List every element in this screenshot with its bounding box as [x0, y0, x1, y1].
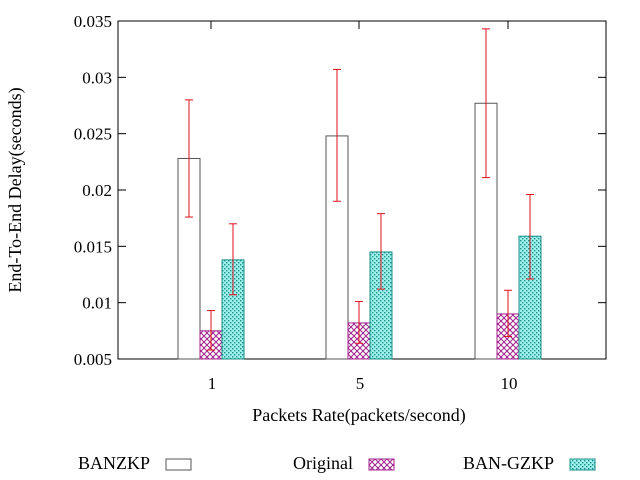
y-tick-label: 0.01: [82, 294, 112, 313]
error-bars: [185, 28, 534, 351]
x-tick-label: 10: [501, 374, 518, 393]
legend-label-ban-gzkp: BAN-GZKP: [463, 453, 554, 473]
y-tick-label: 0.03: [82, 68, 112, 87]
legend: BANZKP Original BAN-GZKP: [78, 453, 596, 473]
y-tick-label: 0.035: [74, 12, 112, 31]
y-tick-label: 0.015: [74, 237, 112, 256]
y-axis: 0.005 0.01 0.015 0.02 0.025 0.03 0.035: [74, 12, 606, 369]
legend-swatch-banzkp: [165, 458, 192, 471]
x-tick-label: 5: [356, 374, 365, 393]
y-tick-label: 0.005: [74, 350, 112, 369]
legend-swatch-ban-gzkp: [569, 458, 596, 471]
y-axis-label: End-To-End Delay(seconds): [5, 87, 26, 292]
x-axis-label: Packets Rate(packets/second): [252, 405, 465, 426]
legend-label-banzkp: BANZKP: [78, 453, 150, 473]
x-tick-label: 1: [208, 374, 217, 393]
legend-label-original: Original: [293, 453, 353, 473]
legend-swatch-original: [368, 458, 395, 471]
y-tick-label: 0.02: [82, 181, 112, 200]
y-tick-label: 0.025: [74, 125, 112, 144]
